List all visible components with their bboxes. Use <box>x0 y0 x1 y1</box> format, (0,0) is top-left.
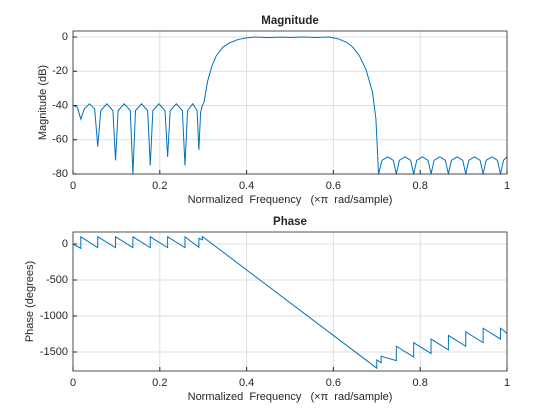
y-tick-label: -40 <box>52 99 68 111</box>
chart-title: Magnitude <box>261 15 319 27</box>
y-axis-label: Magnitude (dB) <box>37 65 49 140</box>
plot-area <box>73 232 507 371</box>
x-tick-label: 0.2 <box>152 180 167 192</box>
x-axis-label: Normalized Frequency (×π rad/sample) <box>188 391 393 403</box>
x-tick-label: 0.6 <box>326 377 341 389</box>
y-tick-label: -1000 <box>40 310 68 322</box>
y-tick-label: -1500 <box>40 346 68 358</box>
x-tick-label: 1 <box>504 377 510 389</box>
y-tick-label: -20 <box>52 65 68 77</box>
y-axis-label: Phase (degrees) <box>24 261 36 342</box>
y-tick-label: 0 <box>62 238 68 250</box>
y-tick-label: 0 <box>62 31 68 43</box>
x-axis-label: Normalized Frequency (×π rad/sample) <box>188 194 393 206</box>
y-tick-label: -80 <box>52 168 68 180</box>
y-tick-label: -60 <box>52 134 68 146</box>
axes-box <box>72 231 508 372</box>
data-line <box>73 235 507 370</box>
data-line <box>73 36 507 174</box>
y-tick-label: -500 <box>46 274 68 286</box>
x-tick-label: 0 <box>70 180 76 192</box>
x-tick-label: 0.8 <box>413 377 428 389</box>
chart-title: Phase <box>273 216 307 228</box>
x-tick-label: 0.4 <box>239 377 254 389</box>
x-tick-label: 0.6 <box>326 180 341 192</box>
x-tick-label: 0.4 <box>239 180 254 192</box>
x-tick-label: 0 <box>70 377 76 389</box>
x-tick-label: 1 <box>504 180 510 192</box>
x-tick-label: 0.8 <box>413 180 428 192</box>
axes-box <box>72 30 508 175</box>
x-tick-label: 0.2 <box>152 377 167 389</box>
plot-area <box>73 31 507 174</box>
